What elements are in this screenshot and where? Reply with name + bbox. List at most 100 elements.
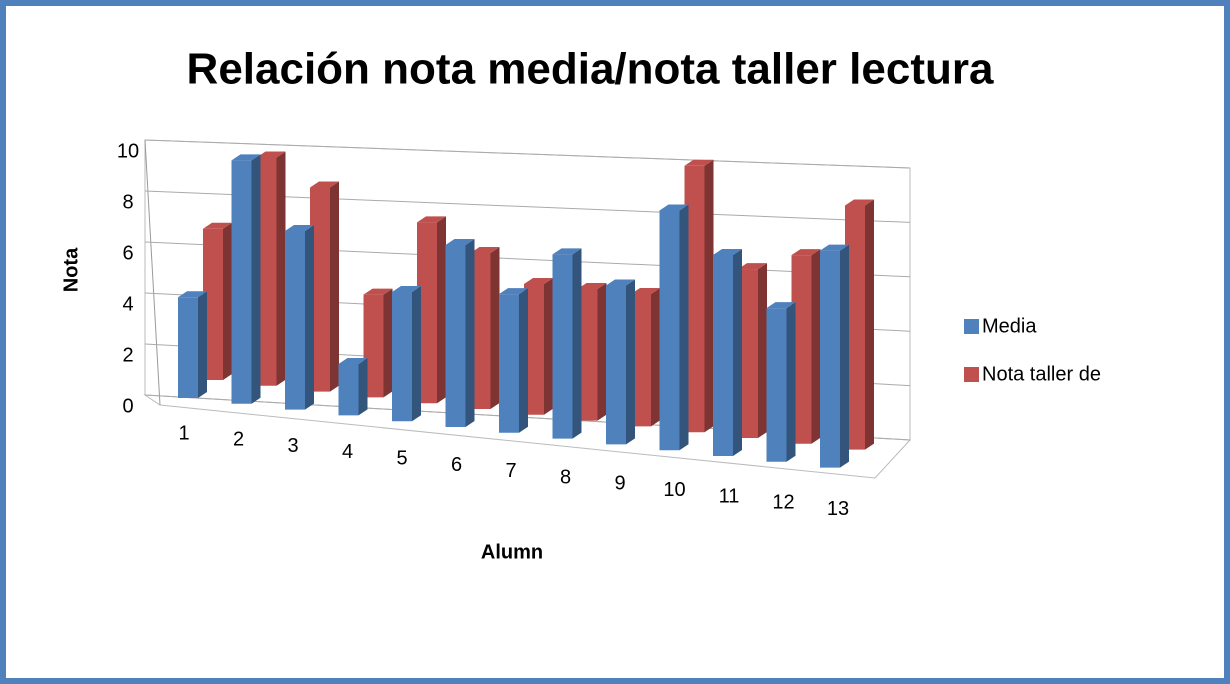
y-tick-label: 2 [122, 344, 133, 366]
y-axis-label: Nota [60, 247, 82, 292]
bar [310, 181, 339, 392]
bar-face [572, 248, 582, 439]
x-tick-label: 5 [396, 447, 407, 469]
bar [766, 302, 796, 462]
legend-swatch [964, 319, 979, 334]
bar-face [631, 294, 651, 427]
bar-face [738, 263, 767, 270]
x-tick-label: 10 [663, 479, 685, 501]
bar-face [766, 302, 796, 309]
bar [231, 154, 261, 404]
bar-face [231, 154, 261, 161]
bar-face [499, 288, 528, 295]
bar-face [651, 288, 660, 427]
bar-face [305, 224, 314, 410]
bar-face [704, 159, 714, 433]
bar-face [552, 248, 582, 255]
bar-face [820, 244, 849, 251]
bar-face [338, 364, 359, 416]
bar [445, 239, 475, 427]
bar-face [659, 204, 689, 211]
bar-face [358, 358, 368, 416]
bar-face [845, 199, 874, 206]
bar [256, 151, 286, 386]
y-tick-label: 10 [117, 140, 139, 162]
bar-face [758, 263, 767, 438]
bar-face [198, 291, 207, 398]
bar-face [524, 278, 553, 284]
bar-face [417, 222, 437, 404]
bar-face [417, 216, 446, 223]
bar-face [865, 199, 874, 450]
y-axis [144, 139, 161, 406]
bar [738, 263, 767, 438]
legend-label: Media [982, 315, 1037, 337]
bar [470, 247, 500, 409]
bar-face [606, 279, 635, 286]
x-tick-label: 8 [560, 466, 571, 488]
y-tick-label: 0 [122, 395, 133, 417]
bar-face [544, 278, 553, 415]
bar-face [310, 187, 330, 392]
bar [524, 278, 553, 415]
bar-face [791, 249, 821, 256]
bar-face [499, 294, 519, 433]
y-tick-label: 6 [122, 242, 133, 264]
bar-face [791, 255, 812, 444]
x-tick-label: 1 [178, 422, 189, 444]
legend-label: Nota taller de [982, 363, 1101, 385]
bar-face [713, 249, 742, 255]
bar [178, 291, 207, 398]
bar-face [256, 157, 277, 386]
bar-face [310, 181, 339, 188]
bar-face [840, 244, 849, 468]
x-tick-label: 3 [287, 435, 298, 457]
y-tick-label: 4 [122, 293, 133, 315]
bar-face [363, 294, 384, 398]
bar-face [330, 181, 339, 392]
y-tick-label: 8 [122, 191, 133, 213]
bar-face [519, 288, 528, 433]
x-tick-label: 6 [451, 454, 462, 476]
bar [203, 222, 232, 380]
bar-face [251, 154, 261, 404]
bar-face [437, 216, 446, 404]
x-tick-label: 13 [827, 498, 849, 520]
bar-face [285, 230, 305, 410]
bar-face [820, 250, 840, 468]
bar-face [412, 286, 421, 422]
bar-face [631, 288, 660, 294]
bar-face [285, 224, 314, 231]
bar-face [178, 297, 198, 398]
bar-face [524, 284, 544, 415]
x-tick-label: 12 [772, 492, 794, 514]
bar [631, 288, 660, 427]
bar-face [577, 283, 607, 289]
bar [659, 204, 689, 451]
bar-face [470, 253, 491, 409]
bar-face [363, 288, 393, 295]
bar-face [766, 308, 787, 462]
bar [845, 199, 874, 450]
x-tick-label: 7 [505, 460, 516, 482]
bar [499, 288, 528, 433]
bar-face [470, 247, 500, 253]
bar [392, 286, 421, 422]
x-tick-label: 11 [719, 485, 740, 507]
bar-face [738, 269, 758, 438]
bar-face [659, 210, 680, 451]
bar [363, 288, 393, 398]
bar-face [684, 159, 714, 166]
bar [820, 244, 849, 468]
bar-face [445, 245, 466, 427]
chart-title: Relación nota media/nota taller lectura [187, 45, 994, 94]
bar-face [392, 292, 412, 422]
legend-swatch [964, 367, 979, 382]
bar-face [276, 151, 286, 386]
bar-face [597, 283, 607, 421]
bar-face [256, 151, 286, 158]
bar-face [626, 279, 635, 445]
bar-face [223, 222, 232, 380]
bar-face [606, 285, 626, 445]
